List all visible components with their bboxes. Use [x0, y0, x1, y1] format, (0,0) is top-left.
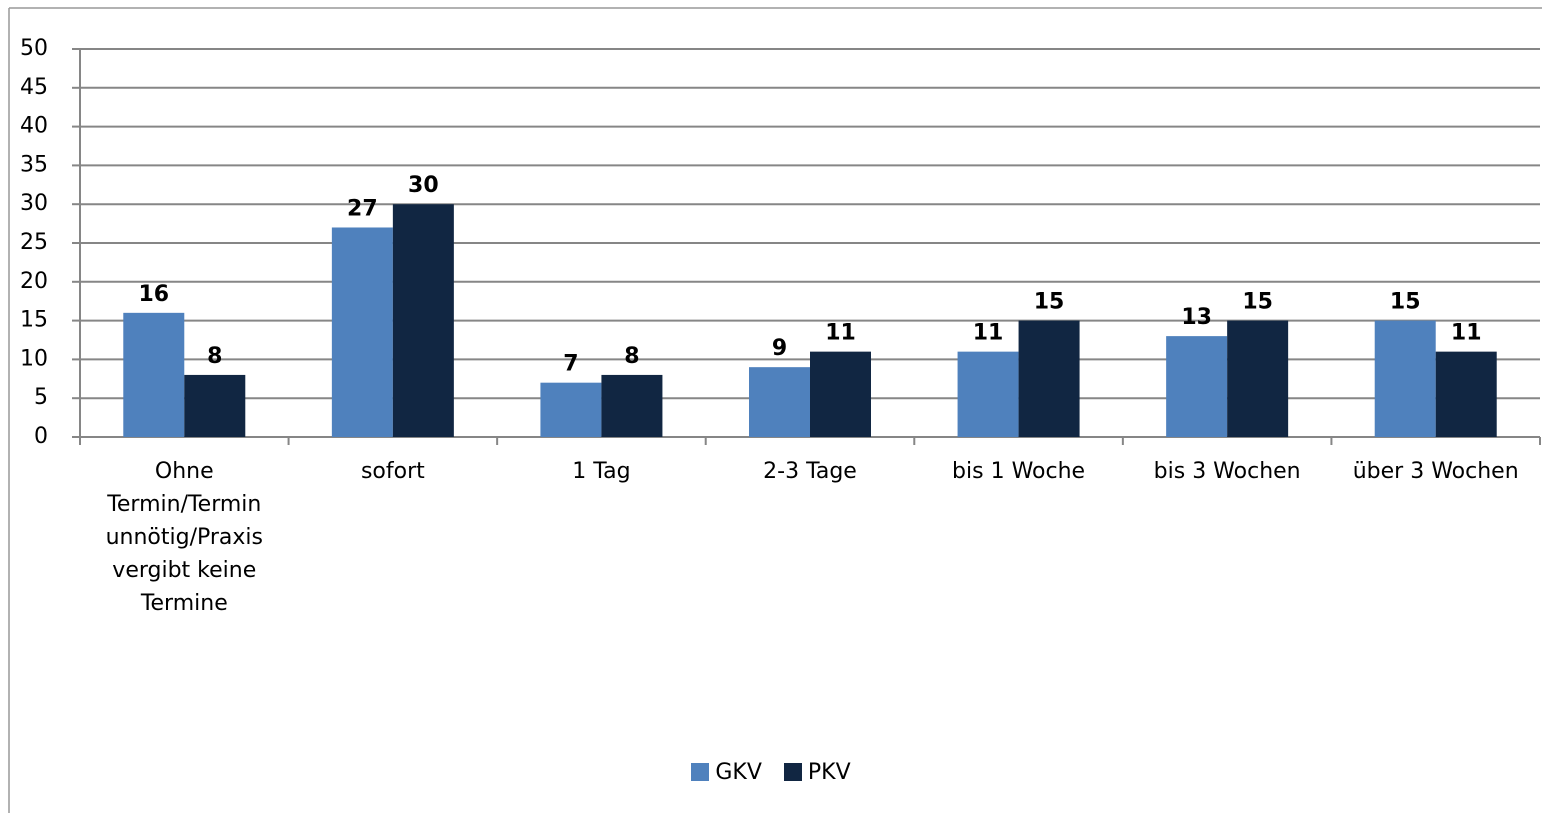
- y-tick-label: 25: [20, 230, 48, 255]
- legend-label: GKV: [715, 760, 762, 785]
- x-tick-label: Ohne Termin/Termin unnötig/Praxis vergib…: [105, 459, 263, 616]
- legend-swatch: [691, 763, 710, 781]
- bar: [184, 374, 246, 437]
- bar: [957, 351, 1019, 437]
- x-tick-label: bis 1 Woche: [952, 459, 1086, 484]
- data-label: 8: [207, 344, 222, 369]
- bar: [331, 227, 393, 437]
- bar: [1227, 320, 1289, 437]
- y-tick-label: 30: [20, 191, 48, 216]
- bar: [392, 204, 454, 437]
- y-tick-label: 45: [20, 75, 48, 100]
- data-label: 30: [408, 173, 439, 198]
- data-label: 13: [1181, 305, 1212, 330]
- y-tick-label: 10: [20, 346, 48, 371]
- data-label: 8: [624, 344, 639, 369]
- data-label: 11: [825, 321, 856, 346]
- data-label: 11: [973, 321, 1004, 346]
- x-tick-label: über 3 Wochen: [1352, 459, 1519, 484]
- y-tick-label: 40: [20, 114, 48, 139]
- bar: [123, 312, 185, 437]
- x-tick-label: sofort: [360, 459, 425, 484]
- y-tick-label: 0: [34, 424, 48, 449]
- y-tick-label: 15: [20, 308, 48, 333]
- bar: [749, 367, 810, 437]
- x-tick-label: bis 3 Wochen: [1153, 459, 1301, 484]
- x-tick-label: 1 Tag: [572, 459, 631, 484]
- bar: [810, 351, 871, 437]
- bar: [540, 382, 602, 437]
- data-label: 15: [1034, 290, 1065, 315]
- y-tick-label: 20: [20, 269, 48, 294]
- legend: GKV PKV: [0, 760, 1542, 785]
- y-tick-label: 50: [20, 36, 48, 61]
- data-label: 15: [1390, 290, 1421, 315]
- bar: [1018, 320, 1080, 437]
- data-label: 7: [563, 352, 578, 377]
- x-tick-label: 2-3 Tage: [763, 459, 857, 484]
- data-label: 27: [347, 196, 378, 221]
- y-tick-label: 5: [34, 385, 48, 410]
- bar: [601, 374, 663, 437]
- data-label: 16: [138, 282, 169, 307]
- bar: [1166, 336, 1228, 437]
- bar: [1374, 320, 1436, 437]
- legend-label: PKV: [807, 760, 851, 785]
- data-label: 15: [1242, 290, 1273, 315]
- data-label: 11: [1451, 321, 1482, 346]
- legend-swatch: [783, 763, 802, 781]
- data-label: 9: [772, 336, 787, 361]
- legend-item: GKV: [691, 760, 762, 785]
- legend-item: PKV: [783, 760, 851, 785]
- bar: [1435, 351, 1497, 437]
- y-tick-label: 35: [20, 152, 48, 177]
